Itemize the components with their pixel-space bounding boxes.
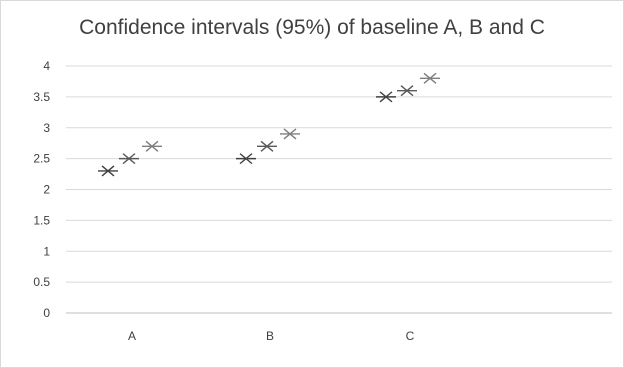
marker-stroke: [122, 153, 136, 165]
data-point-marker: [280, 128, 300, 140]
data-point-marker: [420, 72, 440, 84]
marker-stroke: [145, 140, 159, 152]
data-point-marker: [376, 91, 396, 103]
y-tick-label: 3.5: [33, 90, 50, 104]
y-tick-label: 3: [43, 121, 50, 135]
x-tick-label: B: [266, 329, 274, 343]
marker-stroke: [101, 165, 115, 177]
x-tick-label: A: [128, 329, 136, 343]
data-point-marker: [236, 153, 256, 165]
x-tick-label: C: [406, 329, 415, 343]
chart-title: Confidence intervals (95%) of baseline A…: [79, 16, 545, 39]
y-tick-label: 1.5: [33, 213, 50, 227]
marker-stroke: [260, 140, 274, 152]
data-point-marker: [257, 140, 277, 152]
data-point-marker: [397, 85, 417, 97]
data-point-marker: [98, 165, 118, 177]
marker-stroke: [283, 128, 297, 140]
y-tick-label: 2: [43, 183, 50, 197]
y-tick-label: 2.5: [33, 152, 50, 166]
data-point-marker: [119, 153, 139, 165]
y-tick-label: 0.5: [33, 275, 50, 289]
marker-stroke: [423, 72, 437, 84]
y-tick-label: 4: [43, 59, 50, 73]
marker-stroke: [400, 85, 414, 97]
marker-stroke: [379, 91, 393, 103]
data-point-marker: [142, 140, 162, 152]
y-tick-label: 0: [43, 306, 50, 320]
marker-stroke: [239, 153, 253, 165]
y-tick-label: 1: [43, 244, 50, 258]
